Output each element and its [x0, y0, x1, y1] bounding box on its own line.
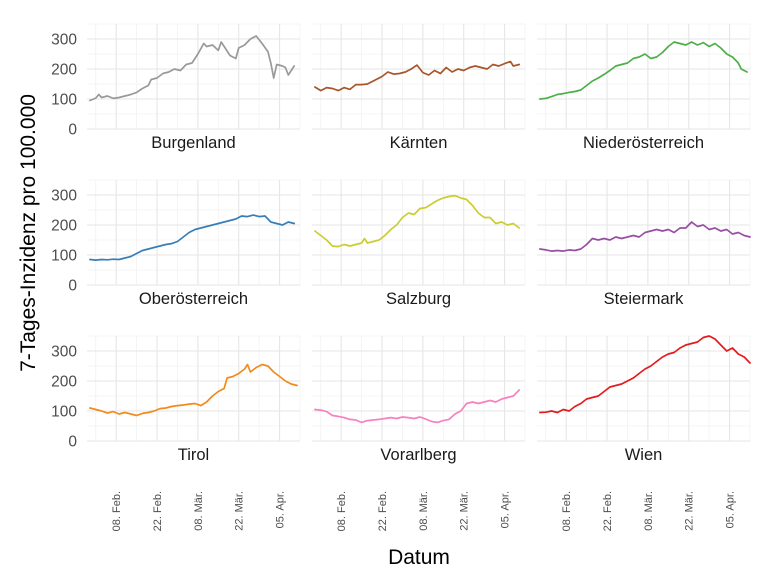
series-line-niederoesterreich	[539, 41, 748, 100]
x-tick-label: 22. Feb.	[602, 491, 614, 531]
panel-grid: Burgenland Kärnten Niederösterreich Oberöst…	[87, 23, 751, 464]
panel-label-tirol: Tirol	[178, 446, 209, 464]
y-tick-label: 300	[51, 188, 77, 205]
x-axis-title: Datum	[388, 546, 450, 569]
y-tick-label: 100	[51, 248, 77, 265]
y-tick-label: 100	[51, 92, 77, 109]
panel-salzburg: Salzburg	[312, 179, 526, 308]
series-line-tirol	[89, 363, 298, 417]
x-tick-label: 08. Mär.	[643, 491, 655, 531]
y-tick-label: 200	[51, 62, 77, 79]
y-tick-label: 200	[51, 218, 77, 235]
series-line-burgenland	[89, 35, 296, 102]
series-line-wien	[539, 335, 751, 414]
series-line-vorarlberg	[314, 389, 521, 424]
panel-burgenland: Burgenland	[87, 23, 301, 152]
y-tick-label: 0	[68, 434, 77, 451]
x-tick-label: 22. Feb.	[152, 491, 164, 531]
x-tick-label: 05. Apr.	[725, 491, 737, 528]
y-tick-label: 0	[68, 122, 77, 139]
panel-kaernten: Kärnten	[312, 23, 526, 152]
panel-label-vorarlberg: Vorarlberg	[380, 446, 456, 464]
panel-label-burgenland: Burgenland	[151, 134, 235, 152]
x-tick-label: 08. Mär.	[418, 491, 430, 531]
x-tick-label: 08. Feb.	[111, 491, 123, 531]
panel-label-niederoesterreich: Niederösterreich	[583, 134, 704, 152]
x-tick-label: 08. Feb.	[336, 491, 348, 531]
x-tick-label: 05. Apr.	[500, 491, 512, 528]
x-tick-label: 08. Feb.	[561, 491, 573, 531]
series-line-kaernten	[314, 60, 521, 92]
x-tick-label: 22. Feb.	[377, 491, 389, 531]
panel-wien: Wien	[537, 335, 751, 464]
panel-label-salzburg: Salzburg	[386, 290, 451, 308]
panel-label-wien: Wien	[625, 446, 663, 464]
y-tick-label: 100	[51, 404, 77, 421]
panel-label-oberoesterreich: Oberösterreich	[139, 290, 248, 308]
panel-niederoesterreich: Niederösterreich	[537, 23, 751, 152]
panel-label-steiermark: Steiermark	[604, 290, 685, 308]
panel-steiermark: Steiermark	[537, 179, 751, 308]
y-tick-label: 200	[51, 374, 77, 391]
x-tick-label: 22. Mär.	[684, 491, 696, 531]
x-tick-label: 22. Mär.	[459, 491, 471, 531]
y-axis-title: 7-Tages-Inzidenz pro 100.000	[17, 94, 40, 372]
x-tick-label: 08. Mär.	[193, 491, 205, 531]
panel-tirol: Tirol	[87, 335, 301, 464]
panel-label-kaernten: Kärnten	[390, 134, 448, 152]
series-line-steiermark	[539, 221, 751, 252]
x-tick-labels: 08. Feb. 22. Feb. 08. Mär. 22. Mär. 05. Apr.…	[111, 491, 736, 531]
y-tick-labels: 0 100 200 300 0 100 200 300 0 100 200 300	[51, 32, 77, 451]
panel-oberoesterreich: Oberösterreich	[87, 179, 301, 308]
y-tick-label: 300	[51, 344, 77, 361]
y-tick-label: 0	[68, 278, 77, 295]
series-line-oberoesterreich	[89, 214, 296, 261]
panel-vorarlberg: Vorarlberg	[312, 335, 526, 464]
y-tick-label: 300	[51, 32, 77, 49]
x-tick-label: 22. Mär.	[234, 491, 246, 531]
series-line-salzburg	[314, 194, 521, 248]
x-tick-label: 05. Apr.	[275, 491, 287, 528]
